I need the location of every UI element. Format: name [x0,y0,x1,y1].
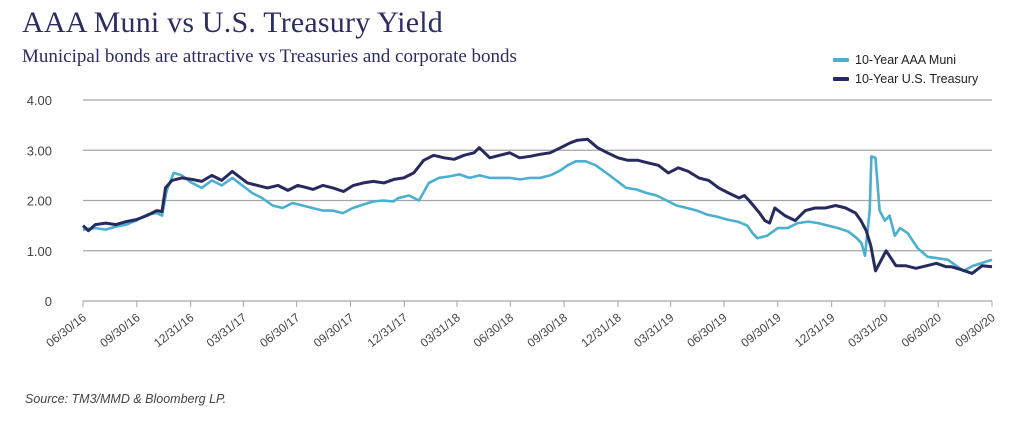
y-tick-label: 3.00 [27,143,52,158]
x-tick-label: 03/31/17 [204,310,250,350]
x-tick-label: 12/31/17 [365,310,411,350]
chart-title: AAA Muni vs U.S. Treasury Yield [22,6,443,39]
x-tick-label: 06/30/20 [899,310,945,350]
chart-subtitle: Municipal bonds are attractive vs Treasu… [22,46,517,67]
y-tick-label: 4.00 [27,93,52,108]
x-tick-label: 09/30/20 [952,310,998,350]
data-series [81,137,993,275]
series-line-treasury [81,137,993,275]
x-tick-label: 03/31/18 [417,310,463,350]
x-tick-label: 09/30/17 [311,310,357,350]
y-tick-label: 1.00 [27,244,52,259]
legend-label-treasury: 10-Year U.S. Treasury [855,71,979,86]
x-tick-label: 09/30/18 [525,310,571,350]
legend-label-muni: 10-Year AAA Muni [855,52,956,67]
x-axis: 06/30/16 09/30/16 12/31/16 03/31/17 06/30/17… [43,300,998,350]
y-tick-label: 2.00 [27,194,52,209]
x-tick-label: 12/31/19 [792,310,838,350]
x-tick-label: 03/31/20 [845,310,891,350]
x-tick-label: 06/30/16 [43,310,89,350]
legend-item-treasury: 10-Year U.S. Treasury [833,69,978,88]
legend-item-muni: 10-Year AAA Muni [833,50,978,69]
y-axis-ticks: 0 1.00 2.00 3.00 4.00 [27,93,52,309]
x-tick-label: 06/30/19 [684,310,730,350]
grid-lines [83,99,992,252]
x-tick-label: 06/30/17 [257,310,303,350]
source-note: Source: TM3/MMD & Bloomberg LP. [25,392,227,406]
x-tick-label: 09/30/16 [97,310,143,350]
x-tick-label: 12/31/16 [151,310,197,350]
x-tick-label: 03/31/19 [631,310,677,350]
x-tick-label: 09/30/19 [738,310,784,350]
x-tick-label: 12/31/18 [578,310,624,350]
y-tick-label: 0 [45,294,52,309]
legend-swatch-muni [833,57,849,62]
chart-legend: 10-Year AAA Muni 10-Year U.S. Treasury [833,50,978,88]
x-tick-label: 06/30/18 [471,310,517,350]
legend-swatch-treasury [833,76,849,81]
